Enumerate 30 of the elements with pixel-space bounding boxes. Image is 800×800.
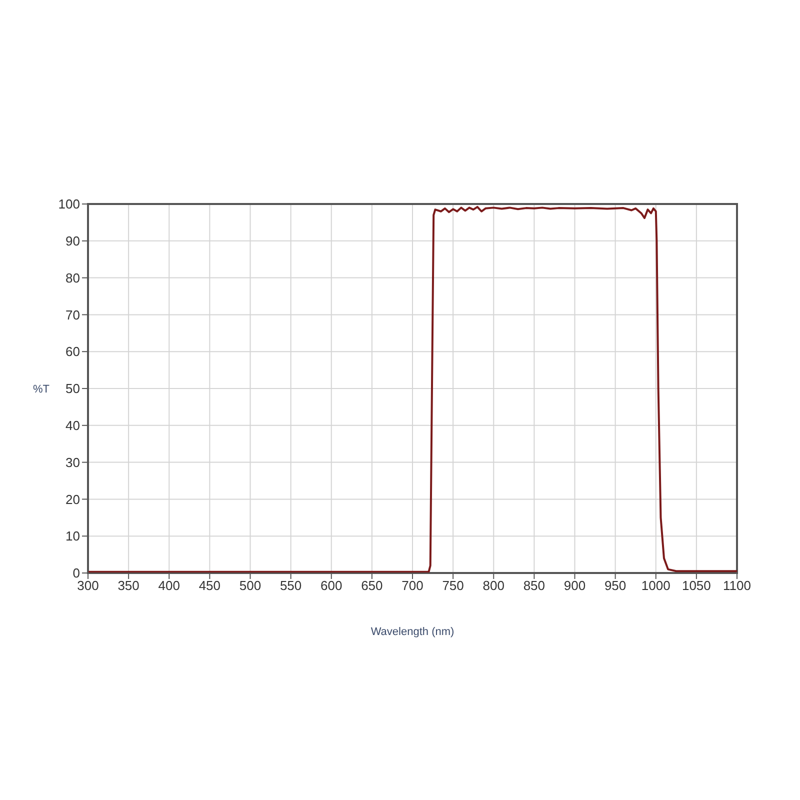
x-tick-label: 700 bbox=[402, 578, 424, 594]
x-tick-label: 550 bbox=[280, 578, 302, 594]
y-tick-label: 30 bbox=[66, 454, 80, 470]
x-tick-label: 450 bbox=[198, 578, 221, 594]
x-tick-label: 300 bbox=[77, 578, 99, 594]
x-tick-label: 950 bbox=[604, 578, 626, 594]
y-tick-label: 50 bbox=[66, 381, 80, 396]
x-tick-label: 850 bbox=[523, 578, 546, 594]
y-tick-label: 100 bbox=[58, 196, 80, 212]
y-tick-label: 20 bbox=[66, 492, 80, 507]
x-tick-label: 900 bbox=[564, 578, 586, 594]
y-tick-label: 60 bbox=[66, 344, 80, 360]
x-tick-label: 500 bbox=[239, 578, 262, 594]
x-tick-label: 1000 bbox=[641, 578, 670, 594]
x-tick-label: 800 bbox=[482, 578, 504, 594]
y-tick-label: 70 bbox=[66, 307, 80, 322]
x-tick-label: 1050 bbox=[682, 578, 711, 594]
x-tick-label: 650 bbox=[361, 578, 383, 594]
y-tick-label: 90 bbox=[66, 234, 80, 249]
x-tick-label: 400 bbox=[158, 578, 180, 594]
y-tick-label: 80 bbox=[66, 270, 80, 286]
x-tick-label: 750 bbox=[442, 578, 464, 594]
x-tick-label: 350 bbox=[118, 578, 140, 594]
y-tick-label: 10 bbox=[66, 528, 80, 544]
y-tick-label: 40 bbox=[66, 418, 80, 434]
y-tick-label: 0 bbox=[72, 566, 80, 581]
y-axis-title: %T bbox=[33, 383, 50, 396]
x-axis-title: Wavelength (nm) bbox=[370, 626, 454, 638]
x-tick-label: 1100 bbox=[723, 578, 751, 594]
x-tick-label: 600 bbox=[320, 578, 342, 594]
